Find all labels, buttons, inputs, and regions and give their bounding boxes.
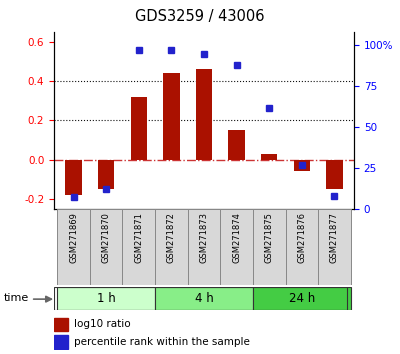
Bar [326,160,342,189]
Bar [220,209,253,285]
Bar [163,73,180,160]
Bar [66,160,82,195]
Bar [228,130,245,160]
Text: GSM271870: GSM271870 [102,212,111,263]
Bar [57,287,155,310]
Text: GSM271872: GSM271872 [167,212,176,263]
Text: GSM271871: GSM271871 [134,212,143,263]
Text: time: time [4,293,29,303]
Bar [90,209,122,285]
Bar [261,154,277,160]
Bar [294,160,310,171]
Text: GSM271873: GSM271873 [200,212,208,263]
Bar [54,318,68,331]
Bar [253,287,351,310]
Text: 4 h: 4 h [195,292,213,305]
Bar [318,209,351,285]
Bar [253,209,286,285]
Bar [155,209,188,285]
Bar [98,160,114,189]
Text: 1 h: 1 h [97,292,116,305]
Text: GSM271877: GSM271877 [330,212,339,263]
Text: 24 h: 24 h [289,292,315,305]
Bar [196,69,212,160]
Bar [155,287,253,310]
Text: GSM271874: GSM271874 [232,212,241,263]
Bar [131,97,147,160]
Text: log10 ratio: log10 ratio [74,319,130,329]
Bar [122,209,155,285]
Text: GSM271869: GSM271869 [69,212,78,263]
Text: GDS3259 / 43006: GDS3259 / 43006 [135,9,265,24]
Text: GSM271875: GSM271875 [265,212,274,263]
Text: percentile rank within the sample: percentile rank within the sample [74,337,249,347]
Bar [188,209,220,285]
Bar [54,335,68,349]
Bar [57,209,90,285]
Text: GSM271876: GSM271876 [297,212,306,263]
Bar [286,209,318,285]
